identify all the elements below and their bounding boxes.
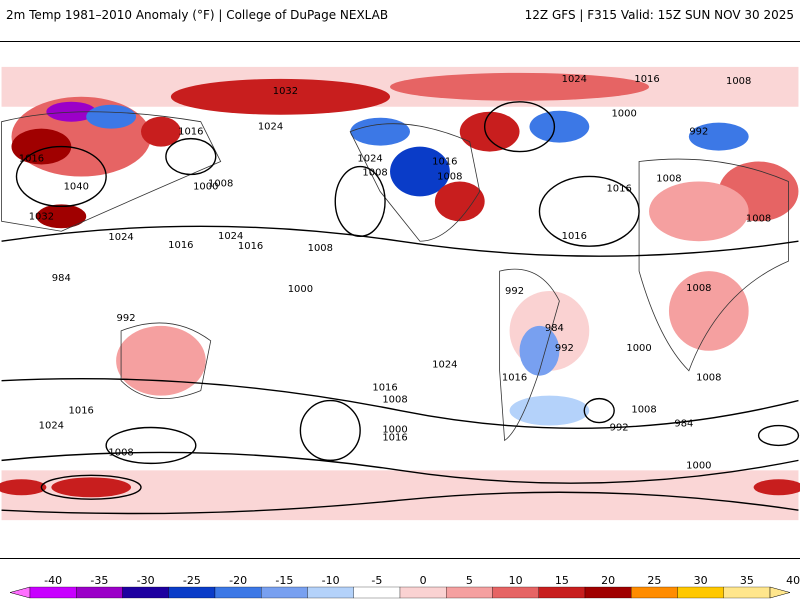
isobar-label: 1008	[308, 243, 333, 254]
isobar-label: 1016	[606, 183, 631, 194]
isobar-label: 1040	[64, 181, 89, 192]
isobar-label: 1008	[382, 395, 407, 406]
colorbar-tick-label: 40	[786, 574, 800, 587]
isobar-label: 1032	[29, 211, 54, 222]
colorbar-tick-label: 5	[465, 574, 473, 587]
isobar-label: 992	[555, 343, 574, 354]
isobar-label: 1024	[357, 154, 382, 165]
isobar-label: 1000	[686, 460, 711, 471]
colorbar-segment	[492, 586, 539, 599]
colorbar-segment	[353, 586, 401, 599]
isobar-label: 1016	[372, 383, 397, 394]
colorbar-tick-label: 35	[739, 574, 754, 587]
colorbar-segment	[261, 586, 308, 599]
colorbar-min-arrow	[9, 586, 31, 599]
isobar-label: 1000	[382, 424, 407, 435]
colorbar-segment	[76, 586, 123, 599]
colorbar-tick-label: 15	[554, 574, 569, 587]
colorbar-tick-label: 25	[647, 574, 662, 587]
colorbar-segment	[399, 586, 447, 599]
isobar-label: 1008	[208, 178, 233, 189]
isobar-label: 1016	[168, 240, 193, 251]
isobar-label: 1000	[626, 343, 651, 354]
colorbar-tick-label: 30	[693, 574, 708, 587]
colorbar-tick-label: 0	[419, 574, 427, 587]
isobar-label: 1008	[362, 167, 387, 178]
isobar-label: 1000	[193, 181, 218, 192]
colorbar-tick-label: 10	[508, 574, 523, 587]
colorbar-segment	[29, 586, 77, 599]
isobar-label: 1024	[108, 232, 133, 243]
colorbar-segment	[168, 586, 216, 599]
colorbar-tick-label: -20	[229, 574, 248, 587]
anomaly-map: 1032102410241016100810009929841040101610…	[0, 41, 800, 559]
isobar-label: 984	[52, 273, 71, 284]
colorbar-tick-label: -15	[275, 574, 294, 587]
colorbar-tick-label: 20	[601, 574, 616, 587]
coastlines	[1, 111, 789, 442]
isobar-label: 992	[689, 127, 708, 138]
isobar-label: 1008	[746, 213, 771, 224]
colorbar-tick-label: -30	[136, 574, 155, 587]
isobar-label: 1016	[382, 432, 407, 443]
colorbar-segment	[538, 586, 586, 599]
colorbar-segment	[122, 586, 169, 599]
colorbar-segment	[584, 586, 632, 599]
isobar-label: 1016	[502, 373, 527, 384]
isobar-label: 1024	[39, 421, 64, 432]
colorbar-segment	[723, 586, 771, 599]
isobar-label: 1024	[258, 122, 283, 133]
colorbar	[9, 586, 791, 599]
isobars	[1, 101, 800, 515]
colorbar-tick-label: -5	[371, 574, 383, 587]
isobar-label: 1008	[108, 447, 133, 458]
isobar-label: 1008	[437, 171, 462, 182]
isobar-label: 992	[505, 286, 524, 297]
isobar-label: 992	[610, 422, 629, 433]
colorbar-segment	[214, 586, 262, 599]
colorbar-tick-label: -40	[44, 574, 63, 587]
isobar-label: 1024	[562, 74, 587, 85]
isobar-label: 1008	[726, 76, 751, 87]
isobar-label: 1000	[611, 109, 636, 120]
chart-title: 2m Temp 1981–2010 Anomaly (°F) | College…	[6, 8, 389, 22]
colorbar-tick-label: -25	[182, 574, 201, 587]
isobar-label: 1008	[631, 405, 656, 416]
model-run-info: 12Z GFS | F315 Valid: 15Z SUN NOV 30 202…	[524, 8, 794, 22]
isobar-label: 1016	[634, 74, 659, 85]
isobar-label: 1008	[656, 173, 681, 184]
anomaly-shading	[0, 66, 800, 521]
colorbar-tick-label: -10	[321, 574, 340, 587]
isobar-label: 1008	[696, 373, 721, 384]
isobar-label: 1032	[273, 86, 298, 97]
isobar-label: 1024	[432, 360, 457, 371]
isobar-label: 1016	[238, 241, 263, 252]
isobar-label: 1016	[178, 127, 203, 138]
isobar-label: 1016	[69, 406, 94, 417]
colorbar-segment	[677, 586, 724, 599]
isobar-label: 984	[545, 323, 564, 334]
isobar-labels: 1032102410241016100810009929841040101610…	[19, 74, 772, 472]
colorbar-labels: -40 -35 -30 -25 -20 -15 -10 -5 0 5 10 15 20 25 30 35 40	[0, 574, 800, 587]
isobar-label: 984	[674, 419, 693, 430]
colorbar-segment	[446, 586, 493, 599]
isobar-label: 1016	[19, 154, 44, 165]
isobar-label: 1016	[562, 231, 587, 242]
colorbar-tick-label: -35	[90, 574, 109, 587]
colorbar-segment	[307, 586, 354, 599]
header: 2m Temp 1981–2010 Anomaly (°F) | College…	[0, 0, 800, 30]
isobar-label: 1024	[218, 231, 243, 242]
isobar-label: 992	[117, 313, 136, 324]
isobar-label: 1016	[432, 157, 457, 168]
colorbar-segment	[631, 586, 678, 599]
isobar-label: 1008	[686, 283, 711, 294]
isobar-label: 1000	[288, 284, 313, 295]
colorbar-max-arrow	[769, 586, 791, 599]
